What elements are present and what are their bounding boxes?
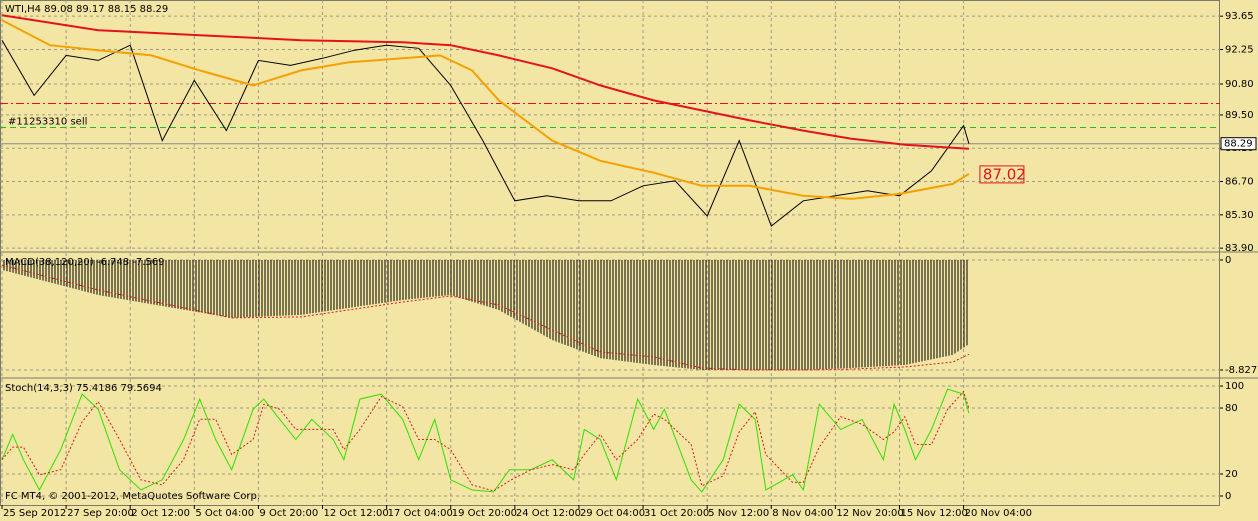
indicator-title: Stoch(14,3,3) 75.4186 79.5694 <box>5 383 162 394</box>
x-tick-label: 25 Sep 2012 <box>3 508 66 519</box>
indicator-title: MACD(38,120,20) -6.748 -7.569 <box>5 257 165 268</box>
y-tick-label: 90.80 <box>1225 79 1254 90</box>
series-line <box>1 19 970 200</box>
y-tick-label: 100 <box>1225 381 1244 392</box>
data-layer <box>0 14 1220 493</box>
price-box <box>1220 137 1257 151</box>
y-tick-label: 86.70 <box>1225 177 1254 188</box>
x-tick-label: 8 Nov 04:00 <box>772 508 833 519</box>
y-tick-label: 0 <box>1225 491 1231 502</box>
x-tick-label: 31 Oct 20:00 <box>644 508 709 519</box>
x-tick-label: 29 Oct 04:00 <box>580 508 645 519</box>
y-tick-label: 92.25 <box>1225 44 1254 55</box>
y-tick-label: 83.90 <box>1225 243 1254 254</box>
y-tick-label: 0 <box>1225 255 1231 266</box>
series-line <box>1 264 970 371</box>
indicator-title: WTI,H4 89.08 89.17 88.15 88.29 <box>5 4 168 15</box>
value-label: 87.02 <box>983 165 1026 183</box>
x-tick-label: 5 Oct 04:00 <box>195 508 254 519</box>
x-tick-label: 20 Nov 04:00 <box>965 508 1032 519</box>
y-tick-label: 89.50 <box>1225 110 1254 121</box>
x-tick-label: 19 Oct 20:00 <box>452 508 517 519</box>
value-label-box <box>979 165 1025 184</box>
series-line <box>1 390 970 492</box>
x-tick-label: 15 Nov 12:00 <box>900 508 967 519</box>
histogram-area <box>2 259 969 370</box>
x-tick-label: 17 Oct 04:00 <box>388 508 453 519</box>
y-tick-label: 20 <box>1225 469 1238 480</box>
x-tick-label: 9 Oct 20:00 <box>259 508 318 519</box>
y-tick-label: 85.30 <box>1225 210 1254 221</box>
x-tick-label: 12 Nov 20:00 <box>836 508 903 519</box>
x-tick-label: 12 Oct 12:00 <box>324 508 389 519</box>
x-tick-label: 5 Nov 12:00 <box>708 508 769 519</box>
plot-frame <box>0 0 1220 506</box>
price-label: 88.29 <box>1224 139 1253 150</box>
series-line <box>1 388 970 493</box>
order-label: #11253310 sell <box>8 117 87 128</box>
x-tick-label: 24 Oct 12:00 <box>516 508 581 519</box>
footer: FC MT4, © 2001-2012, MetaQuotes Software… <box>5 491 260 502</box>
x-tick-label: 2 Oct 12:00 <box>131 508 190 519</box>
series-line <box>1 14 969 150</box>
y-tick-label: 80 <box>1225 403 1238 414</box>
y-tick-label: -8.827 <box>1225 365 1257 376</box>
x-tick-label: 27 Sep 20:00 <box>67 508 134 519</box>
y-tick-label: 93.65 <box>1225 11 1254 22</box>
text-layer: 93.6592.2590.8089.5088.1086.7085.3083.90… <box>3 4 1257 519</box>
